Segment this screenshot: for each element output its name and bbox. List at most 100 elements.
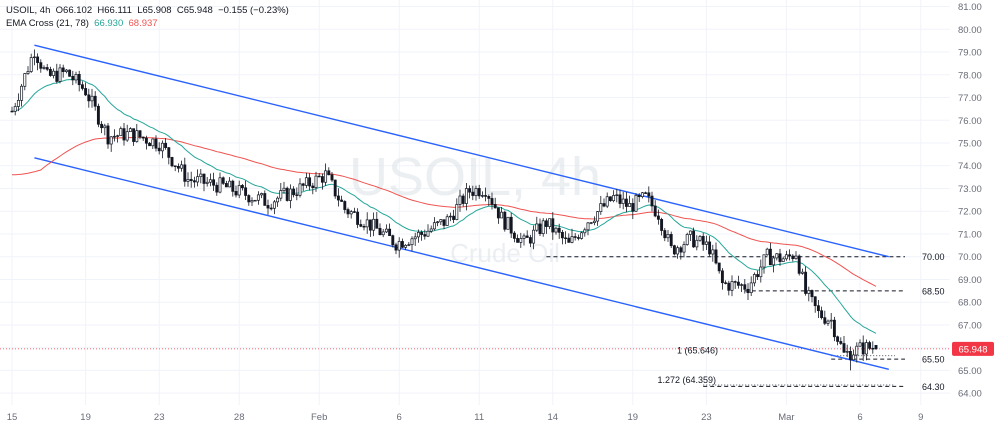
candle-body — [528, 237, 532, 244]
candle-body — [618, 194, 622, 204]
candle-body — [602, 203, 606, 207]
candle-body — [823, 317, 827, 324]
candle-body — [724, 282, 728, 284]
candle-body — [708, 241, 712, 255]
candle-body — [160, 142, 164, 152]
candle-body — [276, 197, 280, 203]
candle-body — [404, 244, 408, 248]
candle-body — [583, 229, 587, 234]
candle-body — [128, 128, 132, 133]
candle-body — [183, 164, 187, 182]
candle-body — [461, 195, 465, 204]
candle-body — [445, 216, 449, 226]
candle-body — [628, 203, 632, 207]
price-tick-label: 65.00 — [958, 366, 982, 377]
candle-body — [672, 245, 676, 255]
candle-body — [788, 254, 792, 257]
candle-body — [701, 236, 705, 245]
candle-body — [647, 192, 651, 197]
candle-body — [762, 254, 766, 268]
last-price-label: 65.948 — [958, 344, 987, 355]
candle-body — [727, 282, 731, 291]
candle-body — [525, 235, 529, 238]
candle-body — [304, 177, 308, 186]
close-key: C — [176, 5, 184, 16]
candle-body — [285, 187, 289, 201]
candle-body — [813, 296, 817, 307]
candle-body — [324, 170, 328, 183]
price-tick-label: 64.00 — [958, 389, 982, 400]
price-tick-label: 78.00 — [958, 70, 982, 81]
candle-body — [288, 188, 292, 201]
candle-body — [13, 106, 17, 112]
candle-body — [512, 232, 516, 239]
candle-body — [426, 230, 430, 237]
candle-body — [410, 238, 414, 246]
candle-body — [346, 209, 350, 215]
candle-body — [362, 225, 366, 228]
chart-watermark: USOIL, 4h Crude Oil — [349, 147, 601, 268]
candle-body — [714, 249, 718, 264]
candle-body — [551, 218, 555, 233]
candle-body — [772, 257, 776, 266]
candle-body — [756, 274, 760, 278]
symbol-label: USOIL — [6, 5, 35, 16]
candle-body — [279, 190, 283, 199]
candle-body — [842, 343, 846, 353]
candle-body — [781, 258, 785, 262]
candle-body — [826, 320, 830, 324]
last-price-tag — [952, 341, 994, 356]
candle-body — [32, 56, 36, 59]
candle-body — [375, 218, 379, 229]
candle-body — [340, 199, 344, 202]
candle-body — [292, 188, 296, 196]
candle-body — [679, 247, 683, 253]
candle-body — [234, 191, 238, 196]
candle-body — [538, 223, 542, 234]
candle-body — [871, 347, 875, 350]
candle-body — [343, 201, 347, 210]
candle-body — [759, 266, 763, 278]
candle-body — [157, 147, 161, 152]
chart-grid — [0, 0, 950, 405]
candle-body — [212, 179, 216, 186]
ema-legend-row[interactable]: EMA Cross (21, 78) 66.930 68.937 — [6, 17, 289, 30]
candle-body — [253, 199, 257, 202]
candle-body — [797, 255, 801, 274]
price-tick-label: 76.00 — [958, 116, 982, 127]
candle-body — [848, 350, 852, 361]
candle-body — [167, 147, 171, 158]
candle-body — [541, 220, 545, 234]
candle-body — [224, 183, 228, 188]
candle-body — [106, 125, 110, 145]
candle-body — [208, 179, 212, 183]
candle-body — [301, 183, 305, 186]
candle-body — [474, 188, 478, 196]
candle-body — [736, 281, 740, 286]
time-tick-label: 23 — [154, 412, 165, 423]
candle-body — [484, 195, 488, 197]
candle-body — [260, 193, 264, 196]
high-key: H — [97, 5, 105, 16]
candle-body — [836, 336, 840, 342]
candle-body — [804, 271, 808, 294]
candle-body — [103, 125, 107, 129]
candle-body — [215, 184, 219, 193]
low-key: L — [137, 5, 143, 16]
candle-body — [80, 84, 84, 89]
candle-body — [416, 232, 420, 238]
candle-body — [311, 185, 315, 189]
candle-body — [615, 194, 619, 196]
candle-body — [423, 234, 427, 237]
candle-body — [132, 128, 136, 142]
candle-body — [407, 244, 411, 246]
candle-body — [122, 128, 126, 141]
candle-body — [452, 215, 456, 220]
candle-body — [832, 319, 836, 338]
candle-body — [676, 247, 680, 255]
timeframe-label: 4h — [39, 5, 51, 16]
candle-body — [471, 191, 475, 196]
symbol-legend-row[interactable]: USOIL, 4h O66.102 H66.111 L65.908 C65.94… — [6, 5, 289, 16]
candle-body — [87, 94, 91, 102]
